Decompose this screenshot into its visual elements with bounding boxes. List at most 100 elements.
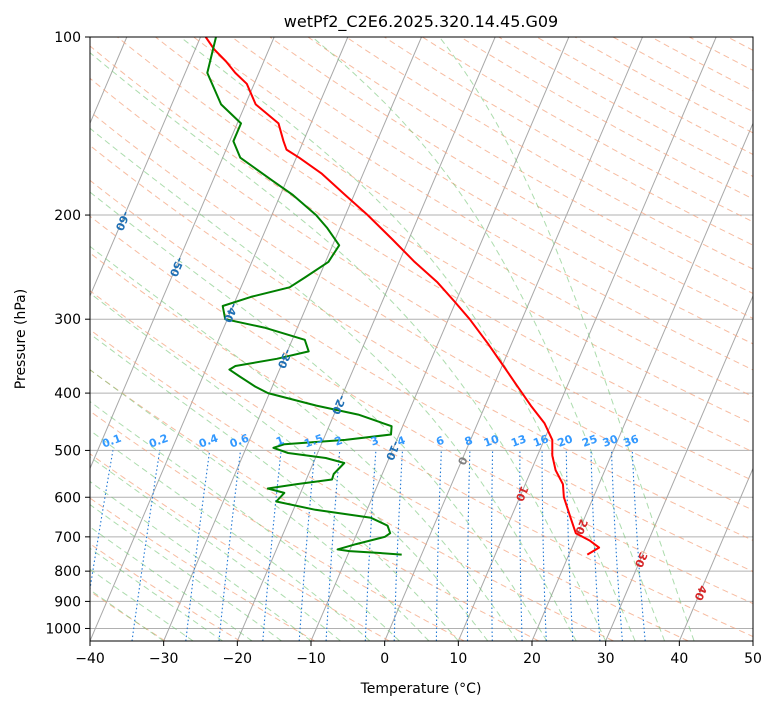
chart-title: wetPf2_C2E6.2025.320.14.45.G09 [284,12,558,32]
moist-adiabat [311,37,666,641]
x-tick-label: −30 [149,651,179,667]
dry-adiabat [231,37,753,345]
moist-adiabats [90,37,695,641]
dry-adiabat [90,252,753,638]
x-tick-label: 40 [670,651,688,667]
y-tick-label: 400 [54,386,81,402]
mixing-ratio-label: 3 [369,434,381,449]
isotherm-line [90,37,349,641]
plot-frame [89,36,754,642]
mixing-ratio-label: 1 [274,434,286,449]
mixing-ratio-label: 25 [580,432,599,449]
mixing-ratio-label: 0.6 [228,432,251,451]
mixing-ratio-lines [90,450,646,641]
moist-adiabat [90,127,577,641]
mixing-ratio-label: 6 [434,434,446,449]
moist-adiabat [90,52,607,641]
moist-adiabat [90,191,548,641]
x-tick-label: −20 [223,651,253,667]
isotherm-line [457,37,717,641]
isotherm-label: 30 [632,550,650,569]
dry-adiabat [90,290,689,641]
moist-adiabat [90,480,312,641]
isotherm-line [605,294,753,641]
mixing-ratio-label: 13 [509,432,528,449]
mixing-ratio-label: 0.2 [147,432,170,451]
moist-adiabat [90,245,518,641]
pressure-grid [90,37,753,629]
x-axis-label: Temperature (°C) [360,681,482,697]
x-tick-label: −40 [75,651,105,667]
mixing-ratio-label: 30 [601,432,620,450]
x-tick-label: −10 [296,651,326,667]
dry-adiabat [90,45,753,453]
moist-adiabat [90,504,282,641]
isotherm-line [384,37,643,641]
dry-adiabat [90,369,540,641]
y-tick-label: 100 [54,30,81,46]
y-tick-label: 600 [54,490,81,506]
mixing-ratio-line [90,450,114,593]
mixing-ratio-line [131,450,161,641]
x-tick-label: 50 [744,651,762,667]
isotherm-line [531,122,753,641]
moist-adiabat [438,37,695,641]
moist-adiabat [90,333,459,641]
isotherm-lines [90,37,753,641]
moist-adiabat [90,369,430,641]
y-tick-label: 1000 [45,621,81,637]
mixing-ratio-label: 20 [556,432,575,450]
moist-adiabat [90,547,223,641]
isotherm-line [90,37,275,470]
mixing-ratio-label: 1.5 [302,432,325,451]
y-axis-label: Pressure (hPa) [13,289,29,389]
dry-adiabat [269,37,753,319]
y-axis: 100 200 300 400 500 600 700 800 900 1000 [45,30,90,637]
dewpoint-trace [206,37,402,556]
isotherm-line [236,37,496,641]
mixing-ratio-label: 2 [333,434,345,449]
moist-adiabat [90,429,371,641]
mixing-ratio-label: 10 [482,432,501,450]
moist-adiabat [90,589,164,641]
plot-area [90,37,753,641]
x-tick-label: 10 [449,651,467,667]
y-tick-label: 800 [54,564,81,580]
mixing-ratio-label: 0.1 [100,432,123,451]
x-tick-label: 20 [523,651,541,667]
dry-adiabat [90,497,315,641]
x-axis: −40 −30 −20 −10 0 10 20 30 40 50 [75,641,762,667]
moist-adiabat [179,37,636,641]
isotherm-line [678,467,753,641]
isotherm-label: 40 [691,583,709,602]
mixing-ratio-label: 4 [395,434,407,449]
mixing-ratio-label: 0.4 [197,432,220,451]
mixing-ratio-line [185,450,211,641]
x-tick-label: 30 [597,651,615,667]
y-tick-label: 900 [54,594,81,610]
moist-adiabat [90,568,194,641]
dry-adiabat [90,215,753,605]
moist-adiabat [90,526,253,641]
mixing-ratio-label: 8 [463,434,475,449]
y-tick-label: 200 [54,208,81,224]
isotherm-label: 20 [572,517,590,536]
dry-adiabat [117,37,753,425]
isotherm-line [90,37,201,298]
y-tick-label: 500 [54,443,81,459]
isotherm-label: 10 [513,484,531,503]
x-tick-label: 0 [380,651,389,667]
temperature-trace [204,37,601,556]
dry-adiabat [155,37,753,398]
isotherm-line [310,37,570,641]
dry-adiabat [193,37,753,371]
y-tick-label: 300 [54,312,81,328]
mixing-ratio-label: 36 [622,432,641,450]
mixing-ratio-label: 16 [531,432,550,450]
y-tick-label: 700 [54,530,81,546]
dry-adiabat [90,410,465,641]
moist-adiabat [90,292,489,641]
mixing-ratio-labels: 0.1 0.2 0.4 0.6 1 1.5 2 3 4 6 8 10 13 16 20 25 30 36 [100,432,640,451]
sounding-traces [204,37,601,556]
